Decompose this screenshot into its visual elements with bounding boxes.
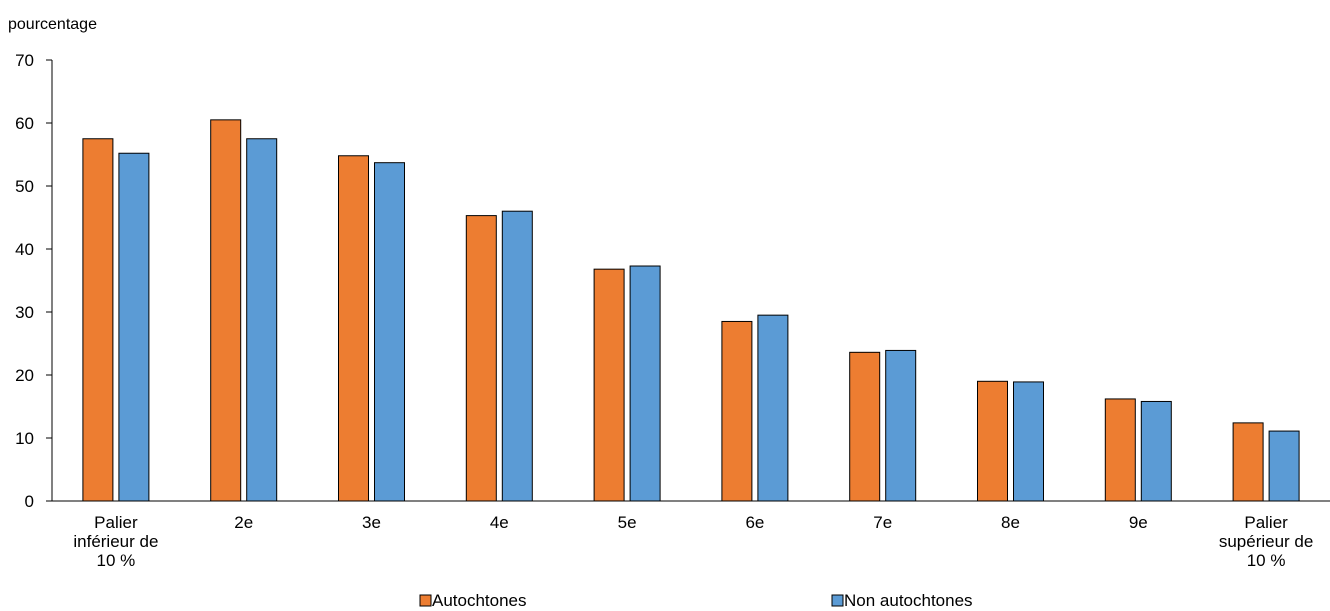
y-tick-label: 20 <box>15 366 34 385</box>
bar-autochtones <box>721 320 753 502</box>
bar-non-autochtones <box>501 210 533 502</box>
bar-autochtones <box>1232 422 1264 502</box>
x-tick-label: Palier supérieur de 10 % <box>1219 513 1314 570</box>
y-tick-label: 40 <box>15 240 34 259</box>
x-tick-label: 7e <box>873 513 892 532</box>
bar-autochtones <box>82 138 114 502</box>
y-tick-label: 0 <box>25 492 34 511</box>
bar-non-autochtones <box>1140 400 1172 502</box>
bar-autochtones <box>1104 398 1136 502</box>
legend: Autochtones Non autochtones <box>419 591 973 610</box>
y-tick-label: 30 <box>15 303 34 322</box>
x-tick-label: 5e <box>618 513 637 532</box>
y-tick-label: 10 <box>15 429 34 448</box>
bar-non-autochtones <box>118 152 150 502</box>
y-axis-ticks: 0 10 20 30 40 50 60 70 <box>15 51 52 511</box>
bar-autochtones <box>210 119 242 502</box>
bar-non-autochtones <box>757 314 789 502</box>
x-tick-label: 9e <box>1129 513 1148 532</box>
x-axis-labels: Palier inférieur de 10 % 2e 3e 4e 5e 6e 7e 8e 9e Pa… <box>73 513 1313 570</box>
axes <box>51 60 1330 502</box>
legend-label: Non autochtones <box>844 591 973 610</box>
legend-label: Autochtones <box>432 591 527 610</box>
y-tick-label: 60 <box>15 114 34 133</box>
y-tick-label: 70 <box>15 51 34 70</box>
y-axis-title: pourcentage <box>8 16 97 33</box>
bar-autochtones <box>849 351 881 502</box>
legend-swatch <box>419 594 432 607</box>
x-tick-label: 8e <box>1001 513 1020 532</box>
bar-non-autochtones <box>629 265 661 502</box>
y-tick-label: 50 <box>15 177 34 196</box>
x-tick-label: 2e <box>234 513 253 532</box>
legend-swatch <box>831 594 844 607</box>
x-tick-label: 6e <box>745 513 764 532</box>
x-tick-label: 3e <box>362 513 381 532</box>
bar-autochtones <box>338 155 369 502</box>
x-tick-label: Palier inférieur de 10 % <box>73 513 158 570</box>
bar-non-autochtones <box>374 162 405 502</box>
x-tick-label: 4e <box>490 513 509 532</box>
bar-non-autochtones <box>885 349 917 502</box>
bar-non-autochtones <box>246 138 278 502</box>
bars <box>82 119 1300 502</box>
bar-autochtones <box>593 268 625 502</box>
bar-non-autochtones <box>1013 381 1044 502</box>
bar-non-autochtones <box>1268 430 1300 502</box>
bar-autochtones <box>465 215 497 502</box>
bar-autochtones <box>977 380 1008 502</box>
